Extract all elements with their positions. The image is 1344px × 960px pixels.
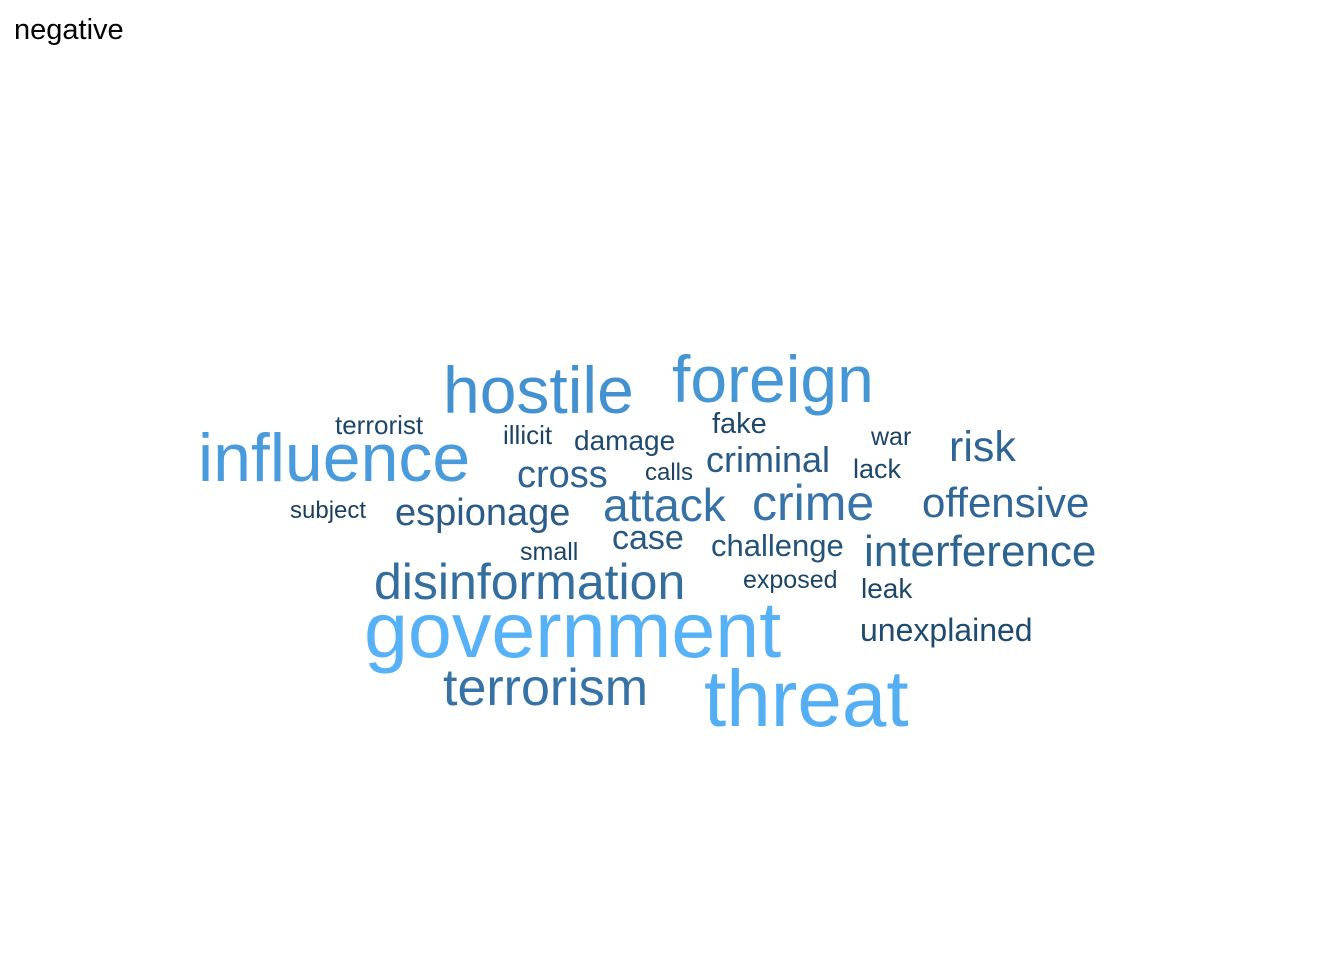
word-terrorism: terrorism [443,659,649,717]
word-crime: crime [752,475,875,531]
word-subject: subject [290,497,367,524]
word-foreign: foreign [672,342,874,416]
word-influence: influence [198,420,471,496]
word-unexplained: unexplained [860,612,1033,648]
word-small: small [520,538,579,566]
word-risk: risk [949,423,1016,471]
word-fake: fake [712,408,767,440]
word-terrorist: terrorist [335,410,424,440]
word-exposed: exposed [743,566,838,594]
word-interference: interference [864,527,1097,576]
word-attack: attack [603,479,726,531]
word-criminal: criminal [706,439,831,480]
word-case: case [612,519,684,557]
word-leak: leak [861,573,913,604]
word-threat: threat [704,654,909,743]
word-espionage: espionage [395,492,571,534]
word-calls: calls [645,459,694,486]
word-illicit: illicit [503,420,553,450]
word-government: government [364,585,782,674]
word-lack: lack [853,454,902,484]
word-war: war [871,423,912,451]
word-challenge: challenge [711,528,844,563]
word-hostile: hostile [443,353,634,427]
word-damage: damage [574,425,676,456]
word-disinformation: disinformation [374,554,686,610]
word-cross: cross [517,454,608,496]
panel-title: negative [14,14,124,46]
word-offensive: offensive [922,479,1090,526]
